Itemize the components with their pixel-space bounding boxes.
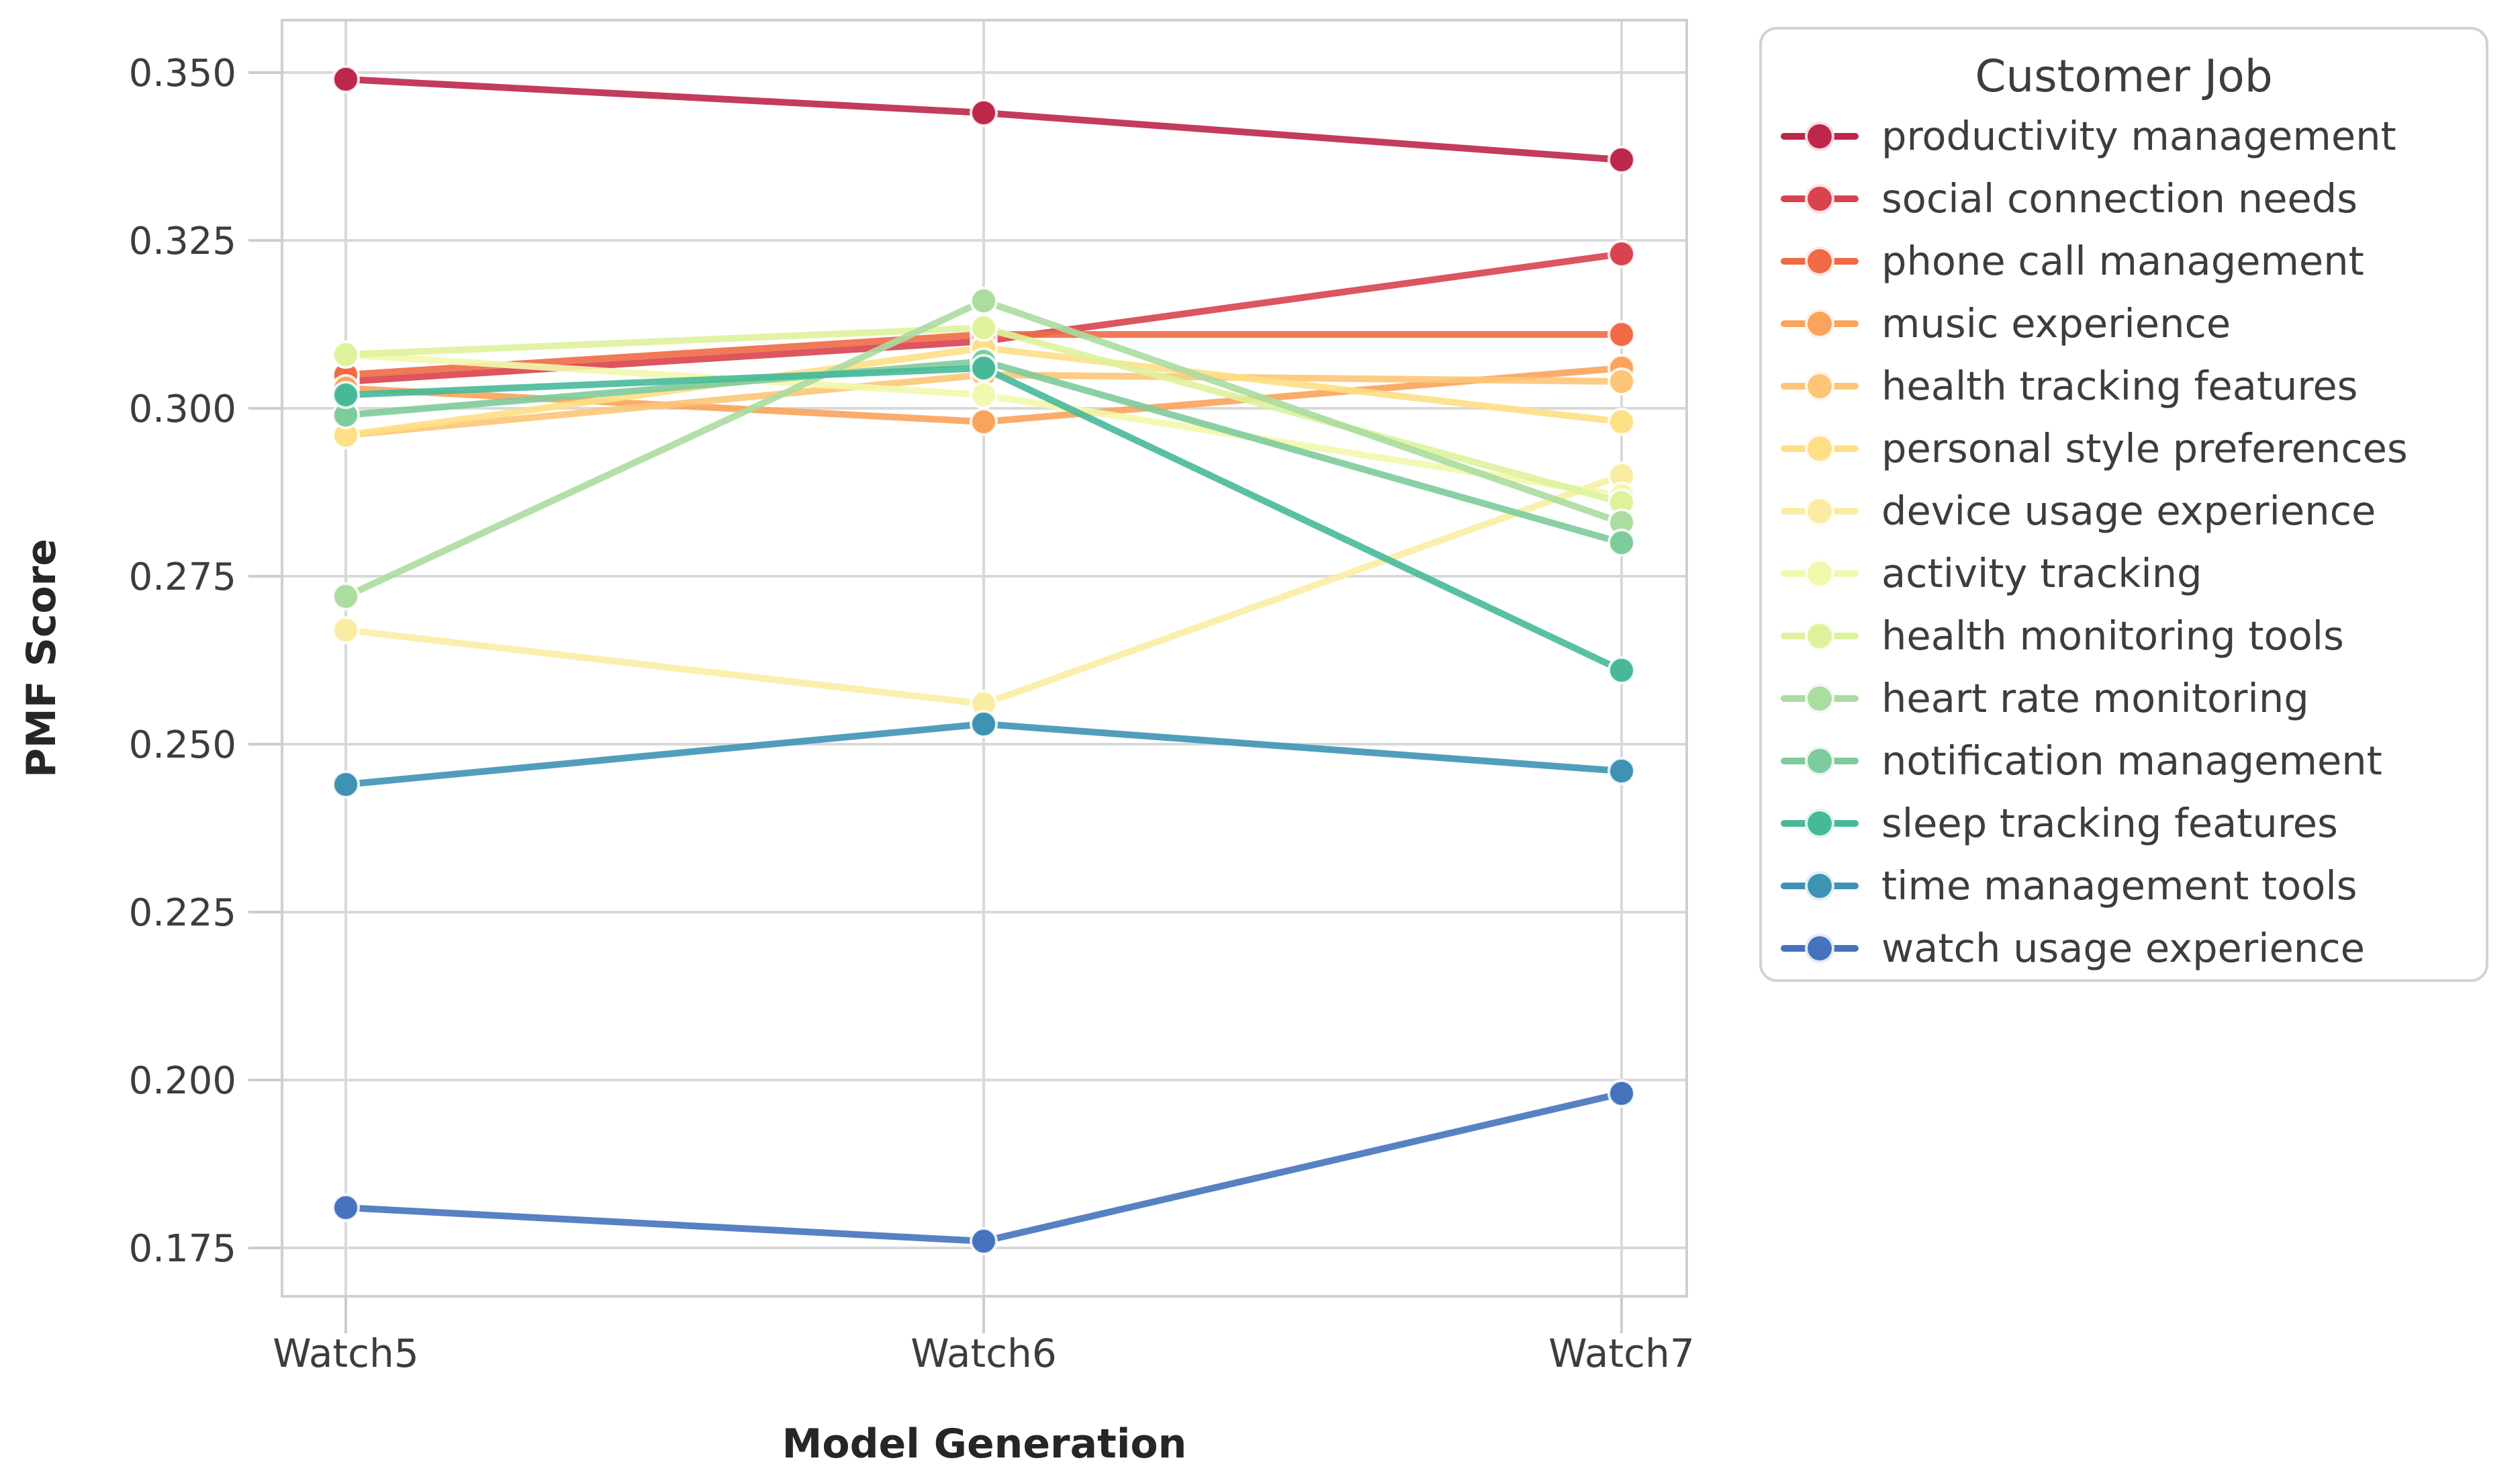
data-point — [970, 1227, 998, 1255]
data-point — [1607, 146, 1636, 174]
legend-line-marker-icon — [1781, 241, 1859, 281]
legend-item-label: notification management — [1881, 737, 2382, 784]
legend-item: sleep tracking features — [1762, 792, 2486, 854]
data-point — [1607, 529, 1636, 557]
legend-item: health monitoring tools — [1762, 604, 2486, 667]
y-tick-label: 0.175 — [129, 1227, 236, 1271]
legend-item-label: health tracking features — [1881, 363, 2358, 409]
data-point — [970, 99, 998, 127]
data-point — [970, 381, 998, 409]
legend-item-label: heart rate monitoring — [1881, 675, 2309, 721]
data-point — [970, 408, 998, 436]
legend-item-label: productivity management — [1881, 113, 2396, 159]
data-point — [332, 770, 360, 799]
data-point — [332, 616, 360, 644]
legend-item: heart rate monitoring — [1762, 667, 2486, 729]
y-axis-title: PMF Score — [18, 539, 65, 778]
legend-line-marker-icon — [1781, 366, 1859, 406]
data-point — [332, 381, 360, 409]
data-point — [1607, 320, 1636, 349]
legend-item: time management tools — [1762, 854, 2486, 917]
y-tick-label: 0.250 — [129, 723, 236, 767]
legend-line-marker-icon — [1781, 741, 1859, 781]
x-tick-label: Watch6 — [911, 1331, 1056, 1376]
legend-item-label: device usage experience — [1881, 488, 2376, 534]
x-tick-label: Watch7 — [1548, 1331, 1694, 1376]
legend-item: social connection needs — [1762, 167, 2486, 230]
legend-line-marker-icon — [1781, 866, 1859, 906]
legend-item: phone call management — [1762, 230, 2486, 292]
legend-item: health tracking features — [1762, 355, 2486, 417]
data-point — [970, 314, 998, 342]
data-point — [1607, 240, 1636, 268]
y-tick-label: 0.225 — [129, 891, 236, 935]
legend-item: music experience — [1762, 292, 2486, 355]
data-point — [1607, 656, 1636, 684]
legend-item-label: health monitoring tools — [1881, 613, 2344, 659]
data-point — [970, 287, 998, 315]
legend-item: watch usage experience — [1762, 917, 2486, 979]
data-point — [1607, 1079, 1636, 1108]
y-tick-label: 0.275 — [129, 555, 236, 599]
legend-item-label: social connection needs — [1881, 175, 2358, 222]
legend-line-marker-icon — [1781, 803, 1859, 844]
legend-line-marker-icon — [1781, 429, 1859, 469]
data-point — [1607, 757, 1636, 785]
legend-item-label: personal style preferences — [1881, 425, 2408, 471]
legend-item-label: time management tools — [1881, 862, 2358, 909]
data-point — [332, 341, 360, 369]
legend-line-marker-icon — [1781, 928, 1859, 969]
legend-line-marker-icon — [1781, 553, 1859, 594]
y-tick-label: 0.300 — [129, 388, 236, 431]
legend-item-label: phone call management — [1881, 238, 2364, 284]
legend-item: notification management — [1762, 729, 2486, 792]
legend-item: productivity management — [1762, 105, 2486, 167]
legend-item-label: sleep tracking features — [1881, 800, 2338, 846]
data-point — [332, 582, 360, 611]
legend-item: personal style preferences — [1762, 417, 2486, 480]
data-point — [970, 354, 998, 382]
data-point — [332, 1194, 360, 1222]
legend-line-marker-icon — [1781, 491, 1859, 531]
legend: Customer Job productivity management soci… — [1759, 27, 2488, 982]
legend-item-label: activity tracking — [1881, 550, 2202, 596]
legend-line-marker-icon — [1781, 179, 1859, 219]
x-tick-label: Watch5 — [273, 1331, 418, 1376]
legend-item-label: watch usage experience — [1881, 925, 2365, 971]
legend-item-label: music experience — [1881, 300, 2231, 347]
legend-rows: productivity management social connection… — [1762, 105, 2486, 979]
data-point — [970, 710, 998, 738]
data-point — [1607, 367, 1636, 396]
y-tick-label: 0.350 — [129, 52, 236, 95]
legend-line-marker-icon — [1781, 304, 1859, 344]
legend-title: Customer Job — [1975, 50, 2273, 102]
legend-item: activity tracking — [1762, 542, 2486, 604]
y-tick-label: 0.200 — [129, 1059, 236, 1103]
data-point — [332, 65, 360, 93]
legend-item: device usage experience — [1762, 480, 2486, 542]
data-point — [1607, 408, 1636, 436]
y-tick-label: 0.325 — [129, 220, 236, 263]
legend-line-marker-icon — [1781, 678, 1859, 719]
legend-line-marker-icon — [1781, 616, 1859, 656]
plot-border — [281, 19, 1688, 1298]
x-axis-title: Model Generation — [782, 1421, 1187, 1468]
legend-line-marker-icon — [1781, 116, 1859, 156]
